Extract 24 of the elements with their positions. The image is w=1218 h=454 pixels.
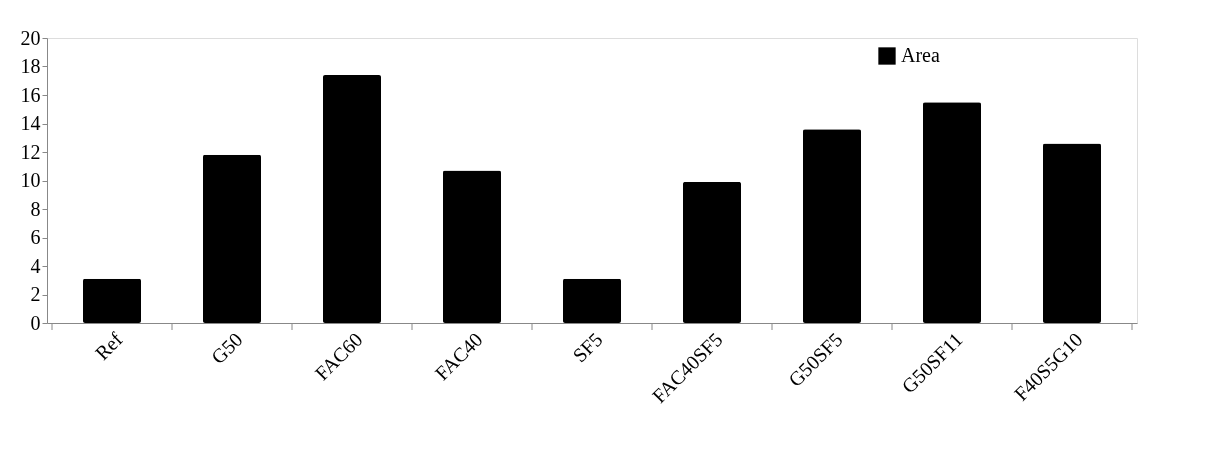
bar xyxy=(923,102,981,323)
bar xyxy=(683,181,741,323)
legend-label: Area xyxy=(901,44,940,66)
x-tick-label: SF5 xyxy=(568,328,607,367)
y-tick-label: 0 xyxy=(30,311,41,334)
bar xyxy=(443,170,501,323)
y-tick-label: 6 xyxy=(30,226,41,248)
y-tick-label: 4 xyxy=(30,254,41,277)
y-tick-label: 10 xyxy=(20,169,41,191)
y-tick-label: 14 xyxy=(20,112,41,134)
y-tick-label: 20 xyxy=(20,26,41,49)
y-tick-label: 12 xyxy=(20,140,41,163)
x-tick-label: Ref xyxy=(90,327,127,365)
y-tick-label: 2 xyxy=(30,283,41,305)
bar xyxy=(1043,143,1101,323)
y-tick-label: 16 xyxy=(20,83,41,106)
bar xyxy=(323,75,381,323)
bar xyxy=(563,278,621,323)
y-tick-label: 18 xyxy=(20,55,41,77)
y-tick-label: 8 xyxy=(30,197,41,220)
x-tick-label: G50 xyxy=(206,328,247,368)
bar xyxy=(203,154,261,323)
bar xyxy=(803,129,861,323)
bar xyxy=(83,278,141,323)
